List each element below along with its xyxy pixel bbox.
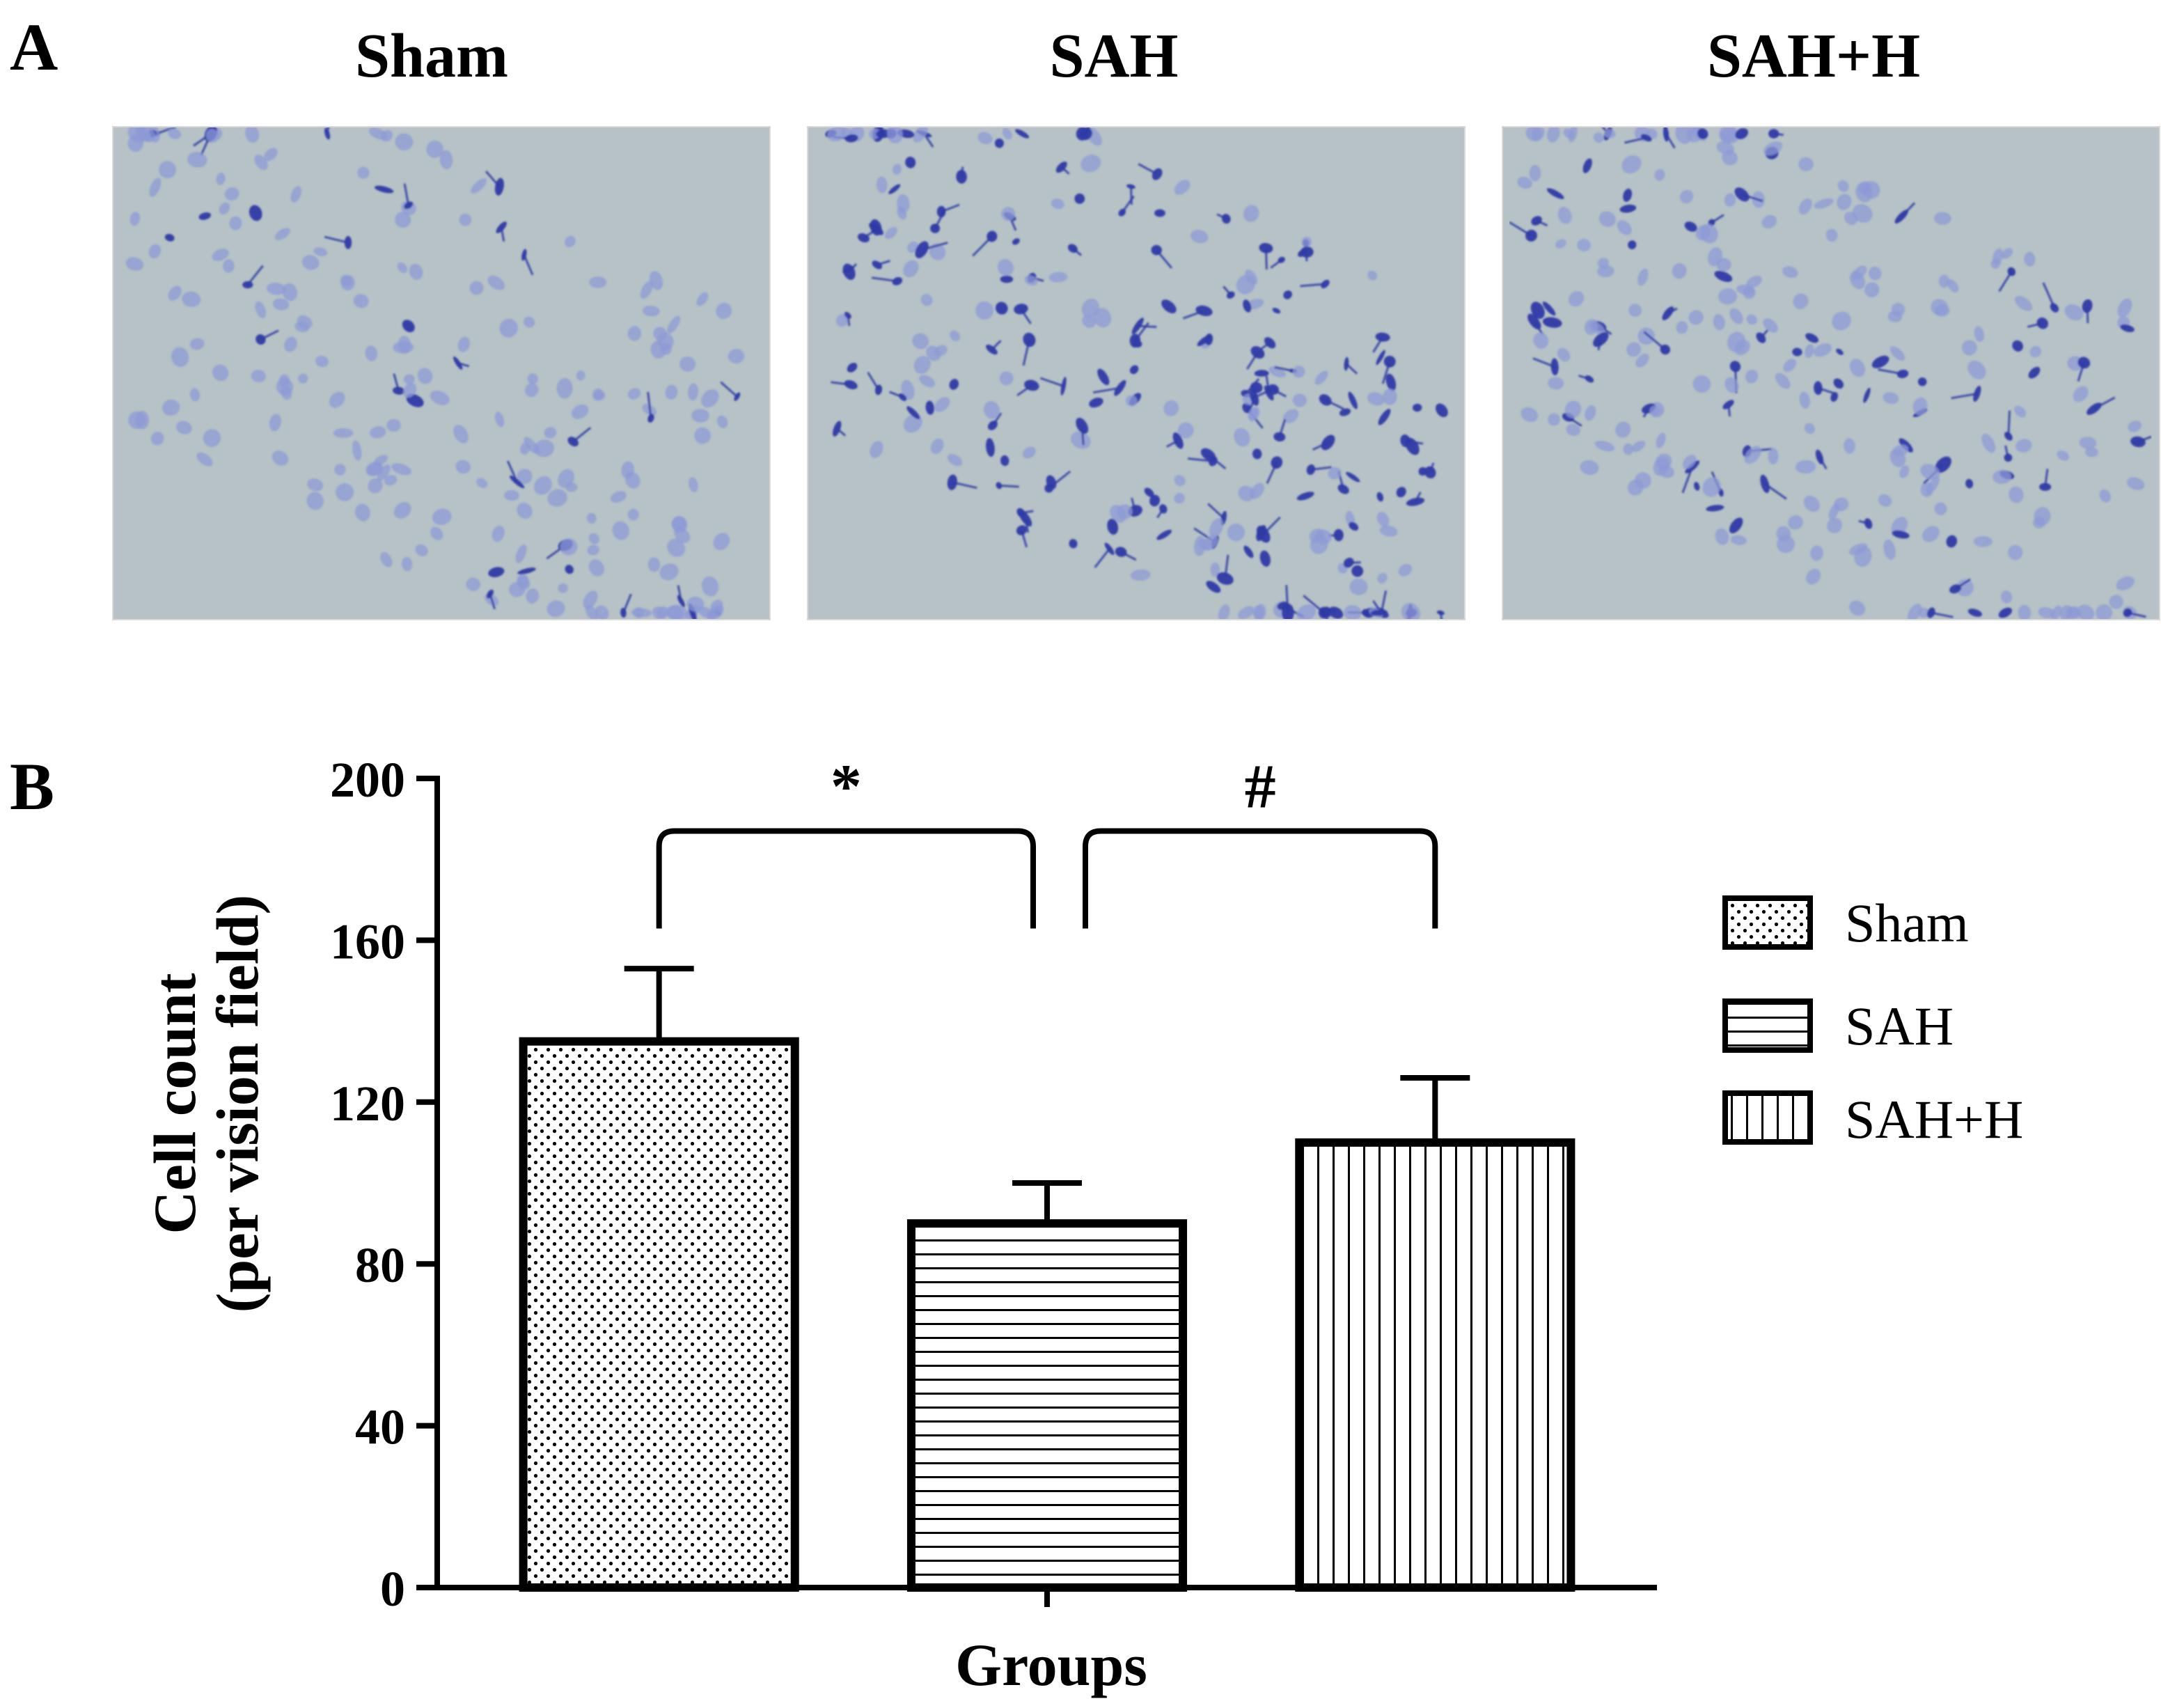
stained-cells-sah-h [1509, 127, 2152, 620]
significance-bracket [656, 828, 1036, 929]
legend-swatch-sah [1722, 998, 1813, 1053]
y-tick-label: 120 [330, 1076, 405, 1131]
significance-mark: * [831, 753, 862, 822]
stained-cells-sham [125, 127, 744, 620]
significance-bracket [1083, 828, 1438, 929]
legend-label-sah: SAH [1845, 996, 1954, 1056]
legend: Sham SAH SAH+H [1722, 893, 2023, 1150]
y-tick-label: 200 [330, 752, 405, 808]
y-tick-label: 0 [380, 1561, 405, 1617]
micrograph-sham [112, 126, 771, 620]
y-axis-title-line-2: (per vision field) [204, 895, 271, 1313]
micrograph-sah-h [1502, 126, 2160, 620]
bar-sham [519, 1037, 799, 1592]
y-tick-label: 40 [355, 1400, 405, 1455]
micrograph-title-sah: SAH [1049, 22, 1178, 91]
micrograph-title-sah-h: SAH+H [1707, 22, 1920, 91]
panel-a-label: A [10, 10, 58, 84]
panel-b-label: B [10, 749, 54, 824]
legend-label-sah-h: SAH+H [1845, 1089, 2023, 1150]
y-tick-label: 80 [355, 1237, 405, 1293]
bar-sah [906, 1219, 1188, 1592]
stained-cells-sah [825, 127, 1448, 620]
y-tick-label: 160 [330, 914, 405, 969]
legend-swatch-sham [1722, 895, 1813, 950]
y-axis-title: Cell count (per vision field) [141, 895, 271, 1313]
bar-sah-h [1295, 1138, 1575, 1592]
bar-chart: 0 40 80 120 160 200 * # [330, 752, 1657, 1617]
legend-label-sham: Sham [1845, 893, 1969, 953]
micrograph-background-sah-h [1502, 127, 2160, 620]
x-axis-title: Groups [955, 1631, 1147, 1698]
micrograph-title-sham: Sham [355, 22, 508, 91]
legend-swatch-sah-h [1722, 1090, 1813, 1145]
y-axis-title-line-1: Cell count [141, 973, 208, 1234]
micrograph-sah [807, 126, 1465, 620]
significance-mark: # [1245, 753, 1276, 822]
